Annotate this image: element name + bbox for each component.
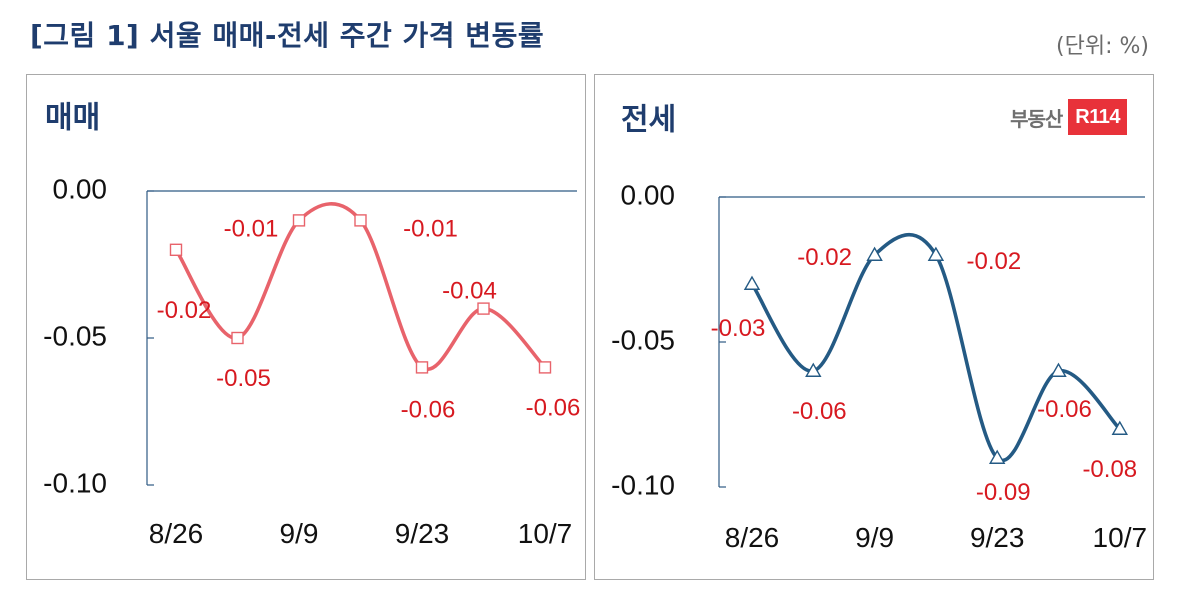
sale-chart-svg: 매매 0.00 -0.05 -0.10 8/26 9/9 9/23 10/7 -0.02 -0.0…	[43, 101, 581, 550]
data-point-marker	[292, 214, 306, 227]
data-label: -0.01	[403, 215, 458, 242]
data-point-marker	[354, 214, 367, 227]
sale-chart-panel: 매매 0.00 -0.05 -0.10 8/26 9/9 9/23 10/7 -0.02 -0.0…	[26, 74, 586, 580]
data-point-marker	[866, 246, 883, 261]
x-tick-label: 9/9	[280, 518, 319, 549]
x-tick-label: 9/23	[970, 522, 1024, 553]
data-label: -0.03	[711, 315, 766, 342]
data-label: -0.09	[976, 479, 1031, 506]
figure-title: [그림 1] 서울 매매-전세 주간 가격 변동률	[30, 19, 545, 52]
unit-label: (단위: %)	[1056, 34, 1149, 59]
data-label: -0.06	[792, 398, 847, 425]
data-point-marker	[805, 362, 822, 377]
x-tick-label: 8/26	[149, 518, 204, 549]
brand-logo-mark: R114	[1068, 99, 1127, 135]
brand-logo: 부동산 R114	[1010, 99, 1127, 135]
data-label: -0.05	[216, 365, 271, 392]
data-label: -0.04	[442, 278, 497, 305]
data-point-marker	[231, 331, 244, 345]
data-label: -0.01	[224, 215, 279, 242]
x-tick-label: 10/7	[1093, 522, 1148, 553]
y-tick-label: -0.05	[43, 320, 107, 351]
data-point-marker	[415, 361, 429, 374]
data-point-marker	[927, 246, 945, 261]
data-point-marker	[538, 361, 552, 374]
x-tick-label: 10/7	[518, 518, 573, 549]
data-label: -0.08	[1082, 456, 1137, 483]
data-label: -0.02	[157, 297, 212, 324]
panel-title: 매매	[45, 101, 100, 136]
x-tick-label: 8/26	[725, 522, 780, 553]
data-label: -0.02	[797, 244, 852, 271]
y-tick-label: -0.05	[611, 324, 675, 355]
brand-logo-text: 부동산	[1010, 106, 1063, 131]
panel-title: 전세	[621, 103, 676, 138]
data-label: -0.02	[967, 248, 1022, 275]
data-point-marker	[477, 302, 490, 315]
data-point-marker	[1111, 420, 1129, 435]
data-point-marker	[1050, 362, 1067, 377]
y-tick-label: -0.10	[611, 469, 675, 500]
data-label: -0.06	[1037, 396, 1092, 423]
y-tick-label: 0.00	[53, 173, 108, 204]
y-tick-label: -0.10	[43, 467, 107, 498]
x-tick-label: 9/23	[395, 518, 450, 549]
lease-chart-panel: 전세 0.00 -0.05 -0.10 8/26 9/9 9/23 10/7 -0.03 -0.0…	[594, 74, 1154, 580]
data-point-marker	[988, 449, 1006, 464]
y-tick-label: 0.00	[621, 179, 676, 210]
x-tick-label: 9/9	[855, 522, 894, 553]
data-point-marker	[743, 275, 761, 290]
data-label: -0.06	[401, 396, 456, 423]
data-label: -0.06	[526, 394, 581, 421]
data-point-marker	[169, 243, 183, 257]
lease-chart-svg: 전세 0.00 -0.05 -0.10 8/26 9/9 9/23 10/7 -0.03 -0.0…	[611, 103, 1148, 554]
